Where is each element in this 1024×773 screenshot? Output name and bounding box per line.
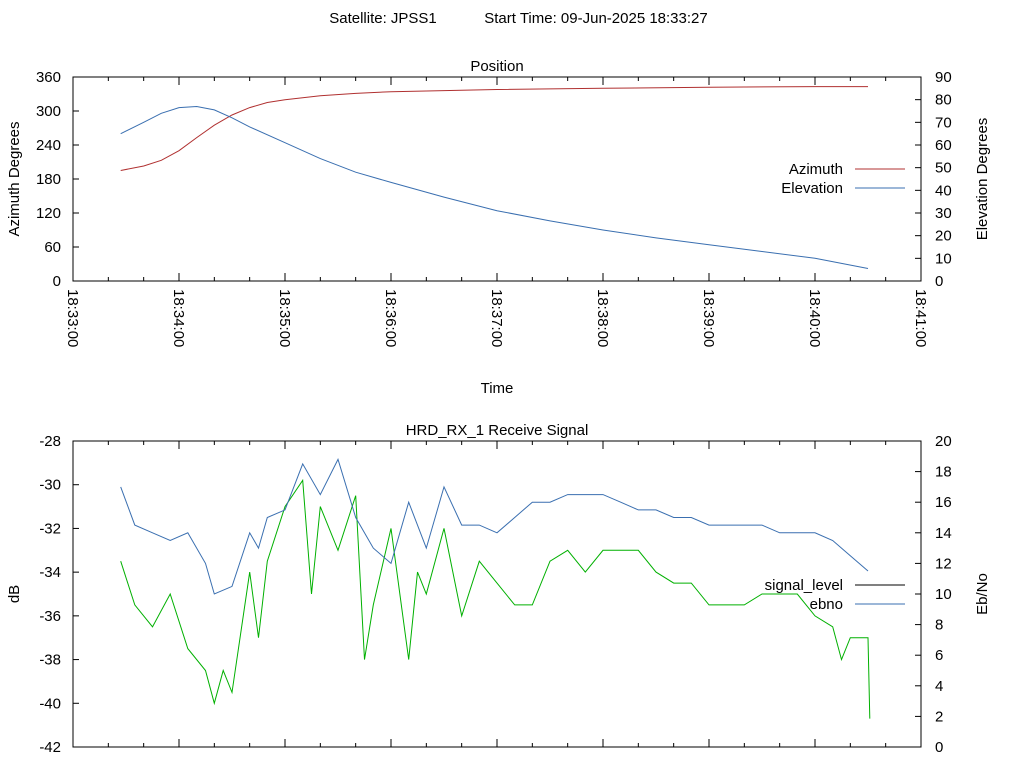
y2-tick-label: 50 [935,160,952,177]
y-tick-label: 240 [36,137,61,154]
y-tick-label: -36 [39,608,61,625]
y2-tick-label: 20 [935,228,952,245]
position-chart: Position Time Azimuth Degrees Elevation … [6,58,991,397]
y-tick-label: 60 [44,239,61,256]
y-tick-label: -30 [39,477,61,494]
position-y2-axis-label: Elevation Degrees [974,118,991,241]
x-tick-label: 18:37:00 [488,289,505,347]
y-tick-label: -38 [39,652,61,669]
x-tick-label: 18:34:00 [170,289,187,347]
y2-tick-label: 40 [935,182,952,199]
x-tick-label: 18:39:00 [700,289,717,347]
y2-tick-label: 10 [935,586,952,603]
y-tick-label: 0 [53,273,61,290]
y2-tick-label: 90 [935,69,952,86]
series-line-ebno [120,458,869,595]
x-tick-label: 18:33:00 [64,289,81,347]
signal-chart-title: HRD_RX_1 Receive Signal [406,422,589,439]
header-start-time: Start Time: 09-Jun-2025 18:33:27 [484,10,707,27]
receive-signal-chart: HRD_RX_1 Receive Signal dB Eb/No -42 -40 -… [6,422,991,756]
y-tick-label: 120 [36,205,61,222]
y2-tick-label: 10 [935,250,952,267]
legend-label-Azimuth: Azimuth [789,161,843,178]
y-tick-label: -42 [39,739,61,756]
y2-tick-label: 0 [935,273,943,290]
header-satellite: Satellite: JPSS1 [329,10,437,27]
signal-y2-axis-label: Eb/No [974,573,991,615]
y-tick-label: 180 [36,171,61,188]
y-tick-label: 300 [36,103,61,120]
y2-tick-label: 14 [935,525,952,542]
y-tick-label: -34 [39,564,61,581]
series-line-Elevation [120,105,869,269]
y2-tick-label: 8 [935,617,943,634]
signal-y-axis-label: dB [6,585,23,603]
y2-tick-label: 12 [935,555,952,572]
y2-tick-label: 6 [935,647,943,664]
y2-tick-label: 30 [935,205,952,222]
x-tick-label: 18:36:00 [382,289,399,347]
y-tick-label: 360 [36,69,61,86]
y2-tick-label: 80 [935,92,952,109]
position-y-axis-label: Azimuth Degrees [6,121,23,236]
y-tick-label: -40 [39,695,61,712]
x-tick-label: 18:35:00 [276,289,293,347]
y-tick-label: -28 [39,433,61,450]
x-tick-label: 18:38:00 [594,289,611,347]
y2-tick-label: 60 [935,137,952,154]
legend-label-Elevation: Elevation [781,180,843,197]
y2-tick-label: 18 [935,464,952,481]
y2-tick-label: 16 [935,494,952,511]
x-tick-label: 18:41:00 [912,289,929,347]
position-x-axis-label: Time [481,380,514,397]
y2-tick-label: 70 [935,114,952,131]
y2-tick-label: 4 [935,678,943,695]
legend-label-signal_level: signal_level [765,577,843,594]
y2-tick-label: 2 [935,708,943,725]
position-chart-title: Position [470,58,523,75]
series-line-signal_level [120,478,871,719]
y-tick-label: -32 [39,520,61,537]
legend-label-ebno: ebno [810,596,843,613]
x-tick-label: 18:40:00 [806,289,823,347]
y2-tick-label: 20 [935,433,952,450]
series-line-Azimuth [120,86,868,171]
y2-tick-label: 0 [935,739,943,756]
